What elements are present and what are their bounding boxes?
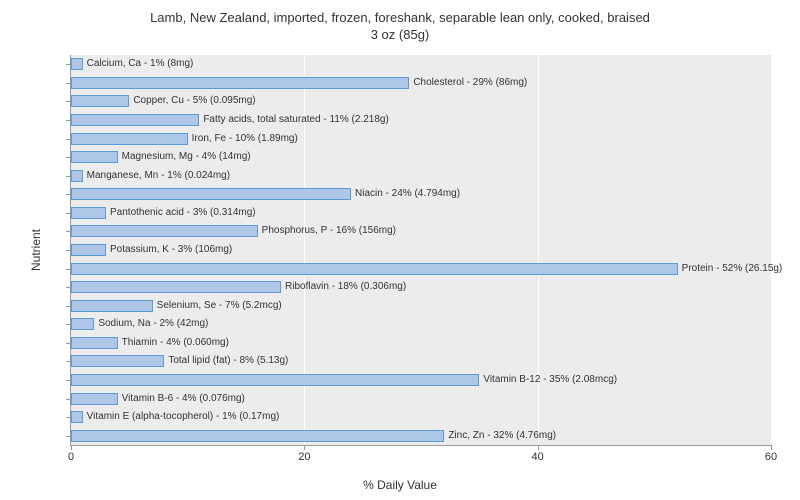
nutrient-bar-label: Selenium, Se - 7% (5.2mcg) xyxy=(157,300,282,312)
nutrient-bar-label: Niacin - 24% (4.794mg) xyxy=(355,188,460,200)
nutrient-bar xyxy=(71,374,479,386)
nutrient-bar-label: Thiamin - 4% (0.060mg) xyxy=(122,337,229,349)
nutrient-bar xyxy=(71,411,83,423)
nutrient-bar-label: Zinc, Zn - 32% (4.76mg) xyxy=(448,430,556,442)
nutrient-bar xyxy=(71,58,83,70)
nutrient-bar xyxy=(71,393,118,405)
nutrient-bar-label: Vitamin B-6 - 4% (0.076mg) xyxy=(122,393,245,405)
nutrient-bar xyxy=(71,170,83,182)
plot-area: 0204060Calcium, Ca - 1% (8mg)Cholesterol… xyxy=(70,55,771,446)
nutrient-bar-label: Iron, Fe - 10% (1.89mg) xyxy=(192,133,298,145)
nutrient-bar xyxy=(71,114,199,126)
nutrient-bar xyxy=(71,355,164,367)
nutrient-bar xyxy=(71,281,281,293)
nutrient-bar xyxy=(71,225,258,237)
nutrient-bar-label: Phosphorus, P - 16% (156mg) xyxy=(262,225,396,237)
nutrient-bar-label: Manganese, Mn - 1% (0.024mg) xyxy=(87,170,230,182)
nutrient-bar xyxy=(71,263,678,275)
y-axis-label: Nutrient xyxy=(29,229,43,271)
gridline xyxy=(538,55,539,445)
nutrient-bar-label: Sodium, Na - 2% (42mg) xyxy=(98,318,208,330)
x-tick-label: 60 xyxy=(765,451,777,463)
x-axis-label: % Daily Value xyxy=(363,478,437,492)
nutrient-bar-label: Potassium, K - 3% (106mg) xyxy=(110,244,232,256)
nutrient-bar xyxy=(71,133,188,145)
x-tick xyxy=(71,445,72,450)
nutrient-bar xyxy=(71,318,94,330)
nutrient-bar-label: Total lipid (fat) - 8% (5.13g) xyxy=(168,355,288,367)
x-tick-label: 20 xyxy=(298,451,310,463)
nutrient-bar-label: Calcium, Ca - 1% (8mg) xyxy=(87,58,194,70)
x-tick xyxy=(771,445,772,450)
nutrient-bar xyxy=(71,244,106,256)
nutrient-bar-label: Cholesterol - 29% (86mg) xyxy=(413,77,527,89)
nutrient-bar-label: Pantothenic acid - 3% (0.314mg) xyxy=(110,207,256,219)
nutrient-bar xyxy=(71,77,409,89)
nutrient-chart: Lamb, New Zealand, imported, frozen, for… xyxy=(0,0,800,500)
chart-title: Lamb, New Zealand, imported, frozen, for… xyxy=(0,0,800,44)
nutrient-bar-label: Riboflavin - 18% (0.306mg) xyxy=(285,281,406,293)
x-tick xyxy=(538,445,539,450)
nutrient-bar xyxy=(71,95,129,107)
nutrient-bar-label: Fatty acids, total saturated - 11% (2.21… xyxy=(203,114,388,126)
nutrient-bar-label: Vitamin E (alpha-tocopherol) - 1% (0.17m… xyxy=(87,411,280,423)
nutrient-bar-label: Protein - 52% (26.15g) xyxy=(682,263,783,275)
nutrient-bar xyxy=(71,207,106,219)
nutrient-bar xyxy=(71,188,351,200)
x-tick-label: 40 xyxy=(532,451,544,463)
title-line-1: Lamb, New Zealand, imported, frozen, for… xyxy=(150,10,650,25)
x-tick xyxy=(304,445,305,450)
x-tick-label: 0 xyxy=(68,451,74,463)
title-line-2: 3 oz (85g) xyxy=(371,27,430,42)
nutrient-bar-label: Magnesium, Mg - 4% (14mg) xyxy=(122,151,251,163)
nutrient-bar xyxy=(71,430,444,442)
nutrient-bar-label: Copper, Cu - 5% (0.095mg) xyxy=(133,95,255,107)
gridline xyxy=(771,55,772,445)
nutrient-bar-label: Vitamin B-12 - 35% (2.08mcg) xyxy=(483,374,617,386)
nutrient-bar xyxy=(71,300,153,312)
nutrient-bar xyxy=(71,151,118,163)
nutrient-bar xyxy=(71,337,118,349)
